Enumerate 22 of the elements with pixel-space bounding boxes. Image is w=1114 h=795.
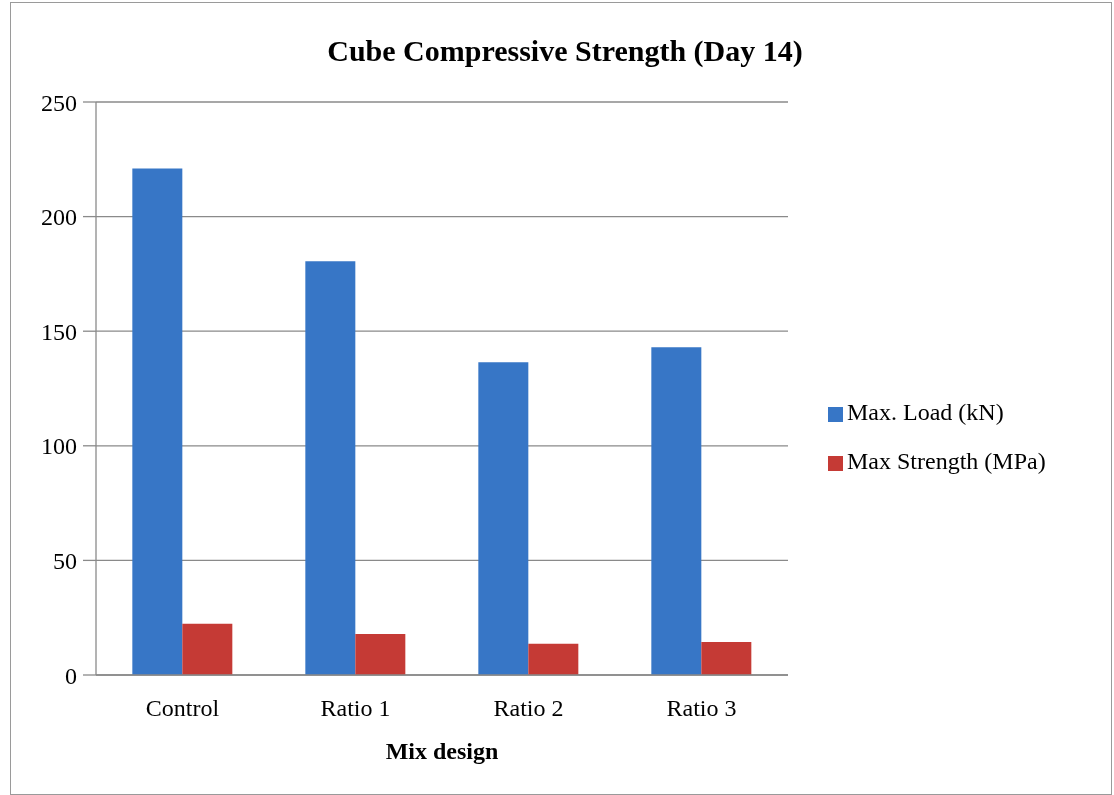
y-tick-label: 0 [65, 662, 77, 689]
x-tick-label: Control [145, 695, 220, 722]
bar [182, 623, 233, 675]
bar [355, 633, 406, 675]
y-tick-label: 50 [53, 547, 77, 574]
chart-title: Cube Compressive Strength (Day 14) [326, 33, 804, 69]
x-tick-label: Ratio 3 [666, 695, 737, 722]
y-tick-label: 250 [41, 89, 77, 116]
x-tick-label: Ratio 1 [320, 695, 391, 722]
x-tick-label: Ratio 2 [493, 695, 564, 722]
bar [528, 643, 579, 675]
bar [701, 642, 752, 675]
bar [305, 261, 356, 675]
bar [132, 168, 183, 675]
y-tick-label: 150 [41, 318, 77, 345]
y-tick-label: 100 [41, 433, 77, 460]
bar [651, 347, 702, 675]
legend-label: Max Strength (MPa) [847, 448, 1046, 474]
y-tick-label: 200 [41, 204, 77, 231]
bar [478, 362, 529, 675]
x-axis-title: Mix design [385, 738, 499, 764]
legend-label: Max. Load (kN) [847, 399, 1004, 425]
